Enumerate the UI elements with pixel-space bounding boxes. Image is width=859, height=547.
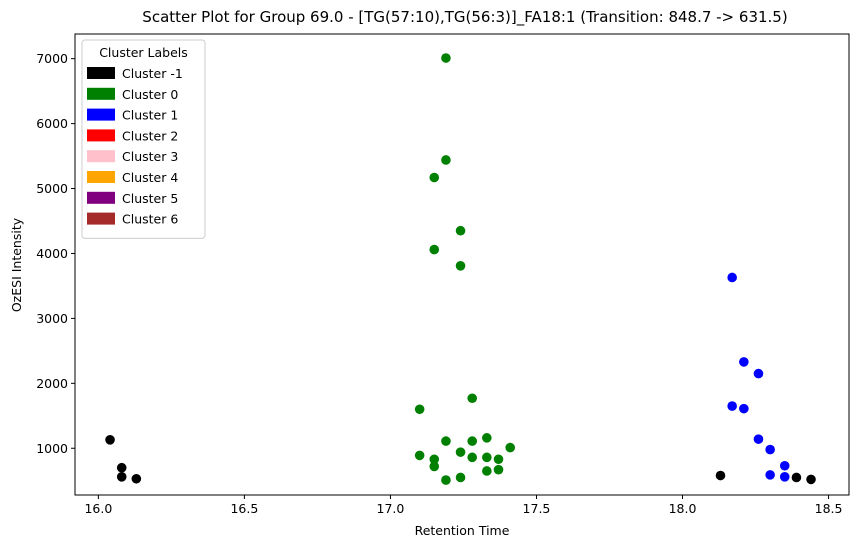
data-points — [105, 53, 816, 485]
data-point — [441, 475, 451, 485]
legend-entry-label: Cluster 2 — [122, 128, 178, 143]
data-point — [429, 172, 440, 183]
plot-frame — [74, 33, 850, 496]
legend-swatch — [87, 171, 115, 183]
data-point — [467, 452, 478, 463]
data-point — [753, 434, 764, 444]
data-point — [779, 472, 790, 482]
y-axis: 1000 2000 3000 4000 5000 6000 7000 — [36, 51, 75, 456]
data-point — [482, 433, 492, 443]
x-tick-label: 17.5 — [523, 501, 551, 516]
data-point — [429, 461, 440, 472]
data-point — [429, 244, 440, 255]
data-point — [467, 393, 478, 404]
y-tick-label: 6000 — [36, 116, 68, 131]
x-tick-label: 17.0 — [377, 501, 405, 516]
x-tick-label: 16.5 — [230, 501, 258, 516]
data-point — [105, 435, 115, 445]
legend-swatch — [87, 191, 115, 204]
data-point — [505, 442, 515, 453]
data-point — [455, 260, 466, 271]
y-tick-label: 3000 — [36, 311, 68, 326]
data-point — [429, 454, 440, 465]
data-point — [482, 466, 492, 476]
data-point — [455, 472, 466, 483]
data-point — [455, 225, 466, 236]
legend-swatch — [87, 150, 115, 163]
data-point — [765, 444, 775, 455]
legend-swatch — [87, 108, 115, 121]
chart-title: Scatter Plot for Group 69.0 - [TG(57:10)… — [142, 8, 787, 27]
legend-entry-label: Cluster 5 — [122, 191, 178, 206]
data-point — [441, 436, 451, 446]
data-point — [806, 474, 816, 485]
legend-entry-label: Cluster 0 — [122, 87, 178, 102]
legend-entry-label: Cluster 1 — [122, 108, 178, 123]
x-tick-label: 18.5 — [815, 501, 843, 516]
legend-title: Cluster Labels — [99, 45, 188, 60]
data-point — [753, 368, 764, 379]
y-axis-label: OzESI Intensity — [9, 217, 24, 312]
data-point — [727, 272, 737, 283]
data-point — [779, 460, 790, 471]
data-point — [727, 401, 737, 411]
data-point — [131, 473, 142, 484]
y-tick-label: 4000 — [36, 246, 68, 261]
data-point — [765, 470, 775, 480]
y-tick-label: 7000 — [36, 51, 68, 66]
y-tick-label: 5000 — [36, 181, 68, 196]
legend-entry-label: Cluster 4 — [122, 170, 178, 185]
data-point — [441, 53, 451, 63]
legend: Cluster Labels Cluster -1 Cluster 0 Cluster… — [81, 39, 206, 239]
x-tick-label: 18.0 — [669, 501, 697, 516]
legend-swatch — [87, 67, 115, 79]
y-tick-label: 1000 — [36, 441, 68, 456]
legend-entry-label: Cluster 3 — [122, 149, 178, 164]
x-axis: 16.0 16.5 17.0 17.5 18.0 18.5 — [84, 495, 842, 516]
data-point — [791, 472, 802, 483]
x-axis-label: Retention Time — [415, 523, 510, 538]
y-tick-label: 2000 — [36, 376, 68, 391]
legend-swatch — [87, 212, 115, 225]
data-point — [116, 462, 127, 473]
data-point — [739, 357, 749, 367]
legend-entry-label: Cluster -1 — [122, 66, 183, 81]
x-tick-label: 16.0 — [84, 501, 112, 516]
legend-swatch — [87, 129, 115, 142]
data-point — [739, 403, 749, 414]
data-point — [414, 404, 425, 415]
data-point — [493, 464, 504, 475]
legend-swatch — [87, 87, 115, 100]
data-point — [455, 447, 466, 457]
data-point — [493, 454, 504, 465]
legend-entry-label: Cluster 6 — [122, 212, 178, 227]
data-point — [467, 436, 478, 446]
data-point — [482, 452, 492, 463]
data-point — [715, 470, 726, 481]
data-point — [441, 155, 451, 165]
data-point — [414, 450, 425, 461]
data-point — [116, 472, 127, 482]
plot-area — [74, 33, 850, 496]
